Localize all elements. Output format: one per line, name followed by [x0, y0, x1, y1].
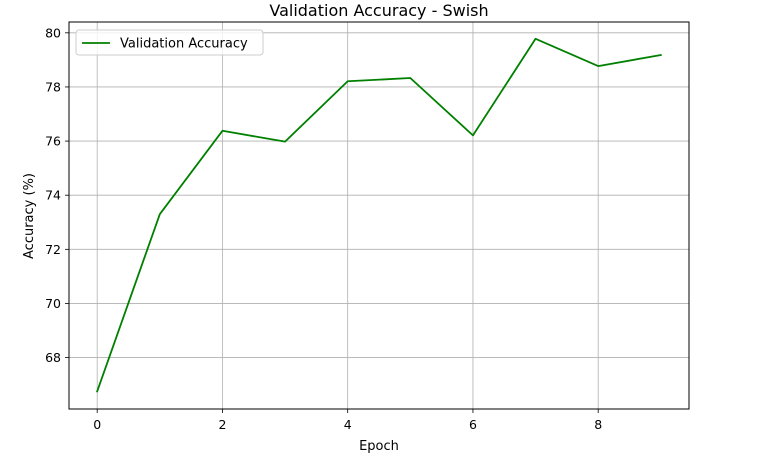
series-layer: [96, 37, 662, 393]
x-axis-label: Epoch: [359, 439, 399, 454]
x-tick-label-2: 2: [218, 417, 226, 432]
y-axis-label: Accuracy (%): [22, 173, 37, 259]
y-tick-label-80: 80: [45, 25, 61, 40]
legend-box: [75, 29, 264, 56]
y-tick-label-70: 70: [45, 296, 61, 311]
y-tick-label-76: 76: [45, 134, 61, 149]
y-tick-label-72: 72: [45, 242, 61, 257]
x-tick-label-6: 6: [469, 417, 477, 432]
x-tick-label-4: 4: [344, 417, 352, 432]
x-tick-label-0: 0: [93, 417, 101, 432]
y-tick-label-68: 68: [45, 350, 61, 365]
plot-area-frame: [68, 21, 690, 410]
chart-title: Validation Accuracy - Swish: [269, 1, 488, 20]
legend: Validation Accuracy: [75, 29, 264, 56]
series-line-validation-accuracy: [96, 37, 662, 393]
y-tick-label-78: 78: [45, 79, 61, 94]
x-tick-label-8: 8: [594, 417, 602, 432]
y-tick-label-74: 74: [45, 188, 61, 203]
legend-label-validation-accuracy: Validation Accuracy: [120, 37, 248, 52]
